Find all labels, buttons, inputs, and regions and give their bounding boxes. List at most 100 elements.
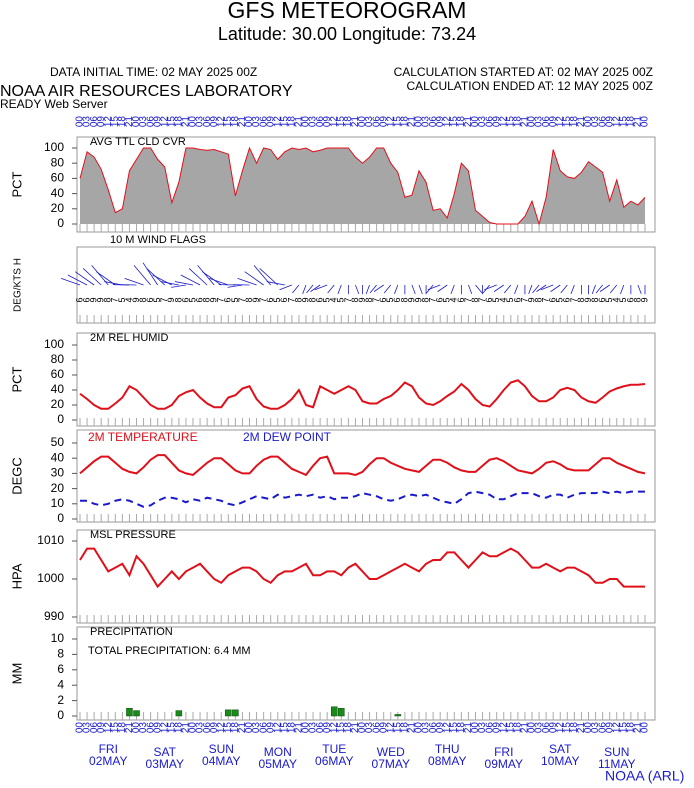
wind-staff	[418, 284, 423, 295]
top-hour-label: 09	[322, 116, 333, 128]
wind-speed-label: 7	[237, 297, 247, 302]
wind-speed-label: 9	[526, 297, 536, 302]
day-label: SAT	[549, 742, 572, 756]
top-hour-label: 00	[414, 116, 425, 128]
y-tick-label: 60	[51, 171, 65, 185]
series-line	[79, 379, 646, 410]
top-hour-label: 12	[498, 116, 509, 128]
bottom-hour-label: 12	[611, 722, 622, 734]
wind-speed-label: 9	[96, 297, 106, 302]
wind-staff	[484, 284, 497, 291]
wind-speed-label: 8	[202, 297, 212, 302]
top-hour-label: 12	[103, 116, 114, 128]
title: GFS METEOROGRAM	[228, 0, 467, 23]
wind-staff	[306, 284, 314, 294]
y-axis-label: PCT	[9, 366, 24, 392]
precip-bar	[175, 710, 183, 717]
wind-speed-label: 7	[258, 297, 268, 302]
y-axis-label: PCT	[9, 171, 24, 197]
precip-bar	[126, 708, 133, 717]
bottom-hour-label: 03	[82, 722, 93, 734]
top-hour-label: 09	[152, 116, 163, 128]
y-axis-label: MM	[9, 663, 24, 685]
wind-speed-label: 9	[583, 297, 593, 302]
bottom-hour-label: 15	[505, 722, 516, 734]
date-label: 03MAY	[146, 757, 184, 771]
bottom-hour-label: 00	[301, 722, 312, 734]
wind-staff	[450, 284, 455, 295]
top-hour-label: 12	[329, 116, 340, 128]
wind-staff	[197, 265, 215, 286]
wind-staff	[503, 284, 512, 294]
server: READY Web Server	[0, 97, 108, 111]
bottom-hour-label: 09	[322, 722, 333, 734]
bottom-hour-label: 12	[385, 722, 396, 734]
footer: NOAA (ARL)	[605, 768, 684, 784]
bottom-hour-label: 00	[131, 722, 142, 734]
panel-title: PRECIPITATION	[90, 626, 173, 638]
bottom-hour-label: 03	[590, 722, 601, 734]
bottom-hour-label: 15	[110, 722, 121, 734]
y-tick-label: 100	[44, 140, 64, 154]
bottom-hour-label: 12	[498, 722, 509, 734]
y-tick-label: 0	[57, 216, 64, 230]
top-hour-label: 06	[541, 116, 552, 128]
series-line	[80, 490, 645, 508]
bottom-hour-label: 09	[435, 722, 446, 734]
top-hour-label: 18	[343, 116, 354, 128]
wind-speed-label: 5	[618, 297, 628, 302]
top-hour-label: 03	[82, 116, 93, 128]
annotation: TOTAL PRECIPITATION: 6.4 MM	[88, 645, 251, 657]
precip-bar	[331, 706, 338, 717]
wind-speed-label: 9	[639, 297, 649, 302]
top-hour-label: 21	[124, 116, 135, 128]
panel-frame	[76, 529, 656, 624]
bottom-hour-label: 03	[251, 722, 262, 734]
wind-speed-label: 5	[604, 297, 614, 302]
wind-staff	[493, 284, 504, 292]
day-label: THU	[435, 742, 460, 756]
wind-staff	[160, 281, 179, 286]
wind-staff	[142, 262, 159, 286]
bottom-hour-label: 09	[604, 722, 615, 734]
wind-speed-label: 4	[329, 297, 339, 302]
top-hour-label: 06	[597, 116, 608, 128]
wind-speed-label: 8	[399, 297, 409, 302]
wind-speed-label: 6	[597, 297, 607, 302]
wind-staff	[532, 284, 540, 294]
wind-staff	[133, 265, 151, 286]
y-tick-label: 20	[51, 481, 65, 495]
wind-staff	[209, 277, 229, 286]
y-tick-label: 8	[57, 647, 64, 661]
y-tick-label: 6	[57, 662, 64, 676]
bottom-hour-label: 00	[414, 722, 425, 734]
wind-staff	[599, 284, 610, 292]
bottom-hour-label: 12	[272, 722, 283, 734]
date-label: 08MAY	[428, 754, 466, 768]
wind-speed-label: 6	[625, 297, 635, 302]
top-hour-label: 00	[188, 116, 199, 128]
wind-staff	[302, 284, 307, 295]
date-label: 10MAY	[541, 754, 579, 768]
date-label: 06MAY	[315, 754, 353, 768]
top-hour-label: 03	[590, 116, 601, 128]
top-hour-label: 06	[484, 116, 495, 128]
top-hour-label: 09	[265, 116, 276, 128]
bottom-hour-label: 21	[181, 722, 192, 734]
bottom-hour-label: 06	[89, 722, 100, 734]
top-hour-label: 21	[576, 116, 587, 128]
wind-speed-label: 6	[74, 297, 84, 302]
y-tick-label: 20	[51, 201, 65, 215]
wind-speed-label: 6	[145, 297, 155, 302]
wind-staff	[82, 268, 102, 286]
panel-title: MSL PRESSURE	[90, 529, 176, 541]
day-label: FRI	[99, 742, 118, 756]
top-hour-label: 15	[166, 116, 177, 128]
wind-speed-label: 5	[505, 297, 515, 302]
panel-frame	[76, 626, 656, 721]
top-hour-label: 03	[534, 116, 545, 128]
top-hour-label: 03	[195, 116, 206, 128]
wind-staff	[427, 284, 441, 291]
wind-speed-label: 7	[519, 297, 529, 302]
precip-bar	[232, 709, 239, 717]
